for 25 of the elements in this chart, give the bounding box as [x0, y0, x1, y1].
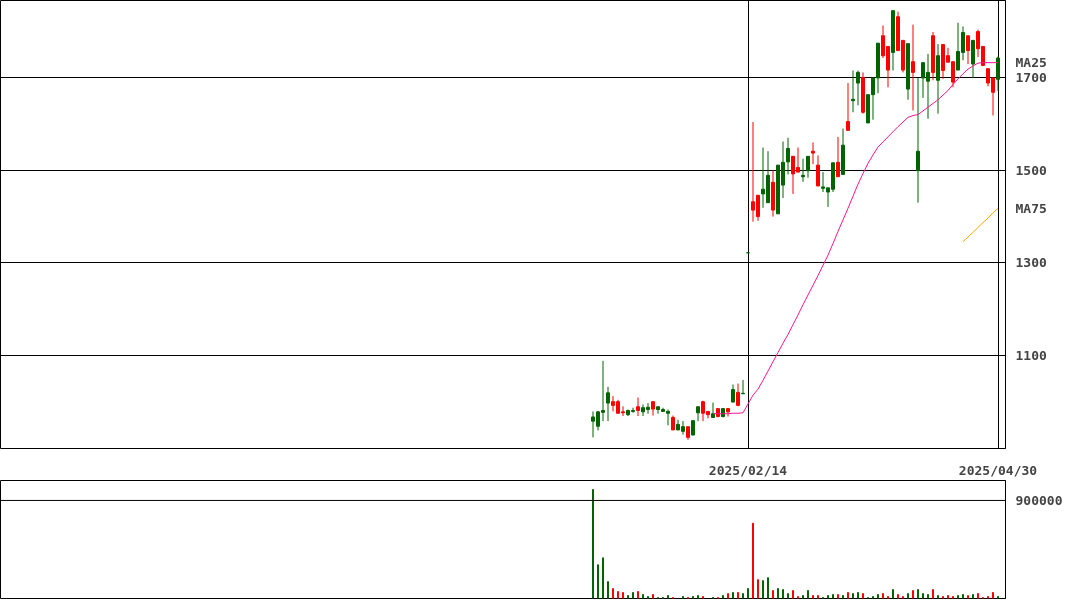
candlestick	[911, 24, 915, 111]
y-tick-label: 1500	[1015, 162, 1047, 178]
candlestick	[846, 82, 850, 131]
candlestick	[696, 406, 700, 422]
candlestick	[806, 155, 810, 179]
candlestick	[606, 386, 610, 422]
y-tick-label: 1100	[1015, 348, 1047, 364]
x-tick-label: 2025/02/14	[708, 462, 788, 478]
line-series	[962, 207, 999, 243]
series-label: MA75	[1015, 200, 1047, 216]
candlestick	[711, 402, 715, 419]
candlestick	[816, 154, 820, 187]
x-tick-label: 2025/04/30	[958, 462, 1038, 478]
series-label: MA25	[1015, 55, 1047, 71]
y-tick-label: 1700	[1015, 69, 1047, 85]
candlestick	[836, 136, 840, 178]
candlestick	[636, 396, 640, 417]
candlestick	[916, 77, 920, 204]
candlestick	[966, 35, 970, 65]
candlestick	[811, 141, 815, 165]
candlestick	[971, 39, 975, 79]
candlestick	[856, 70, 860, 106]
y-tick-label: 1300	[1015, 255, 1047, 271]
candlestick	[996, 56, 1000, 92]
ref-line-label: 900000	[1015, 492, 1063, 508]
